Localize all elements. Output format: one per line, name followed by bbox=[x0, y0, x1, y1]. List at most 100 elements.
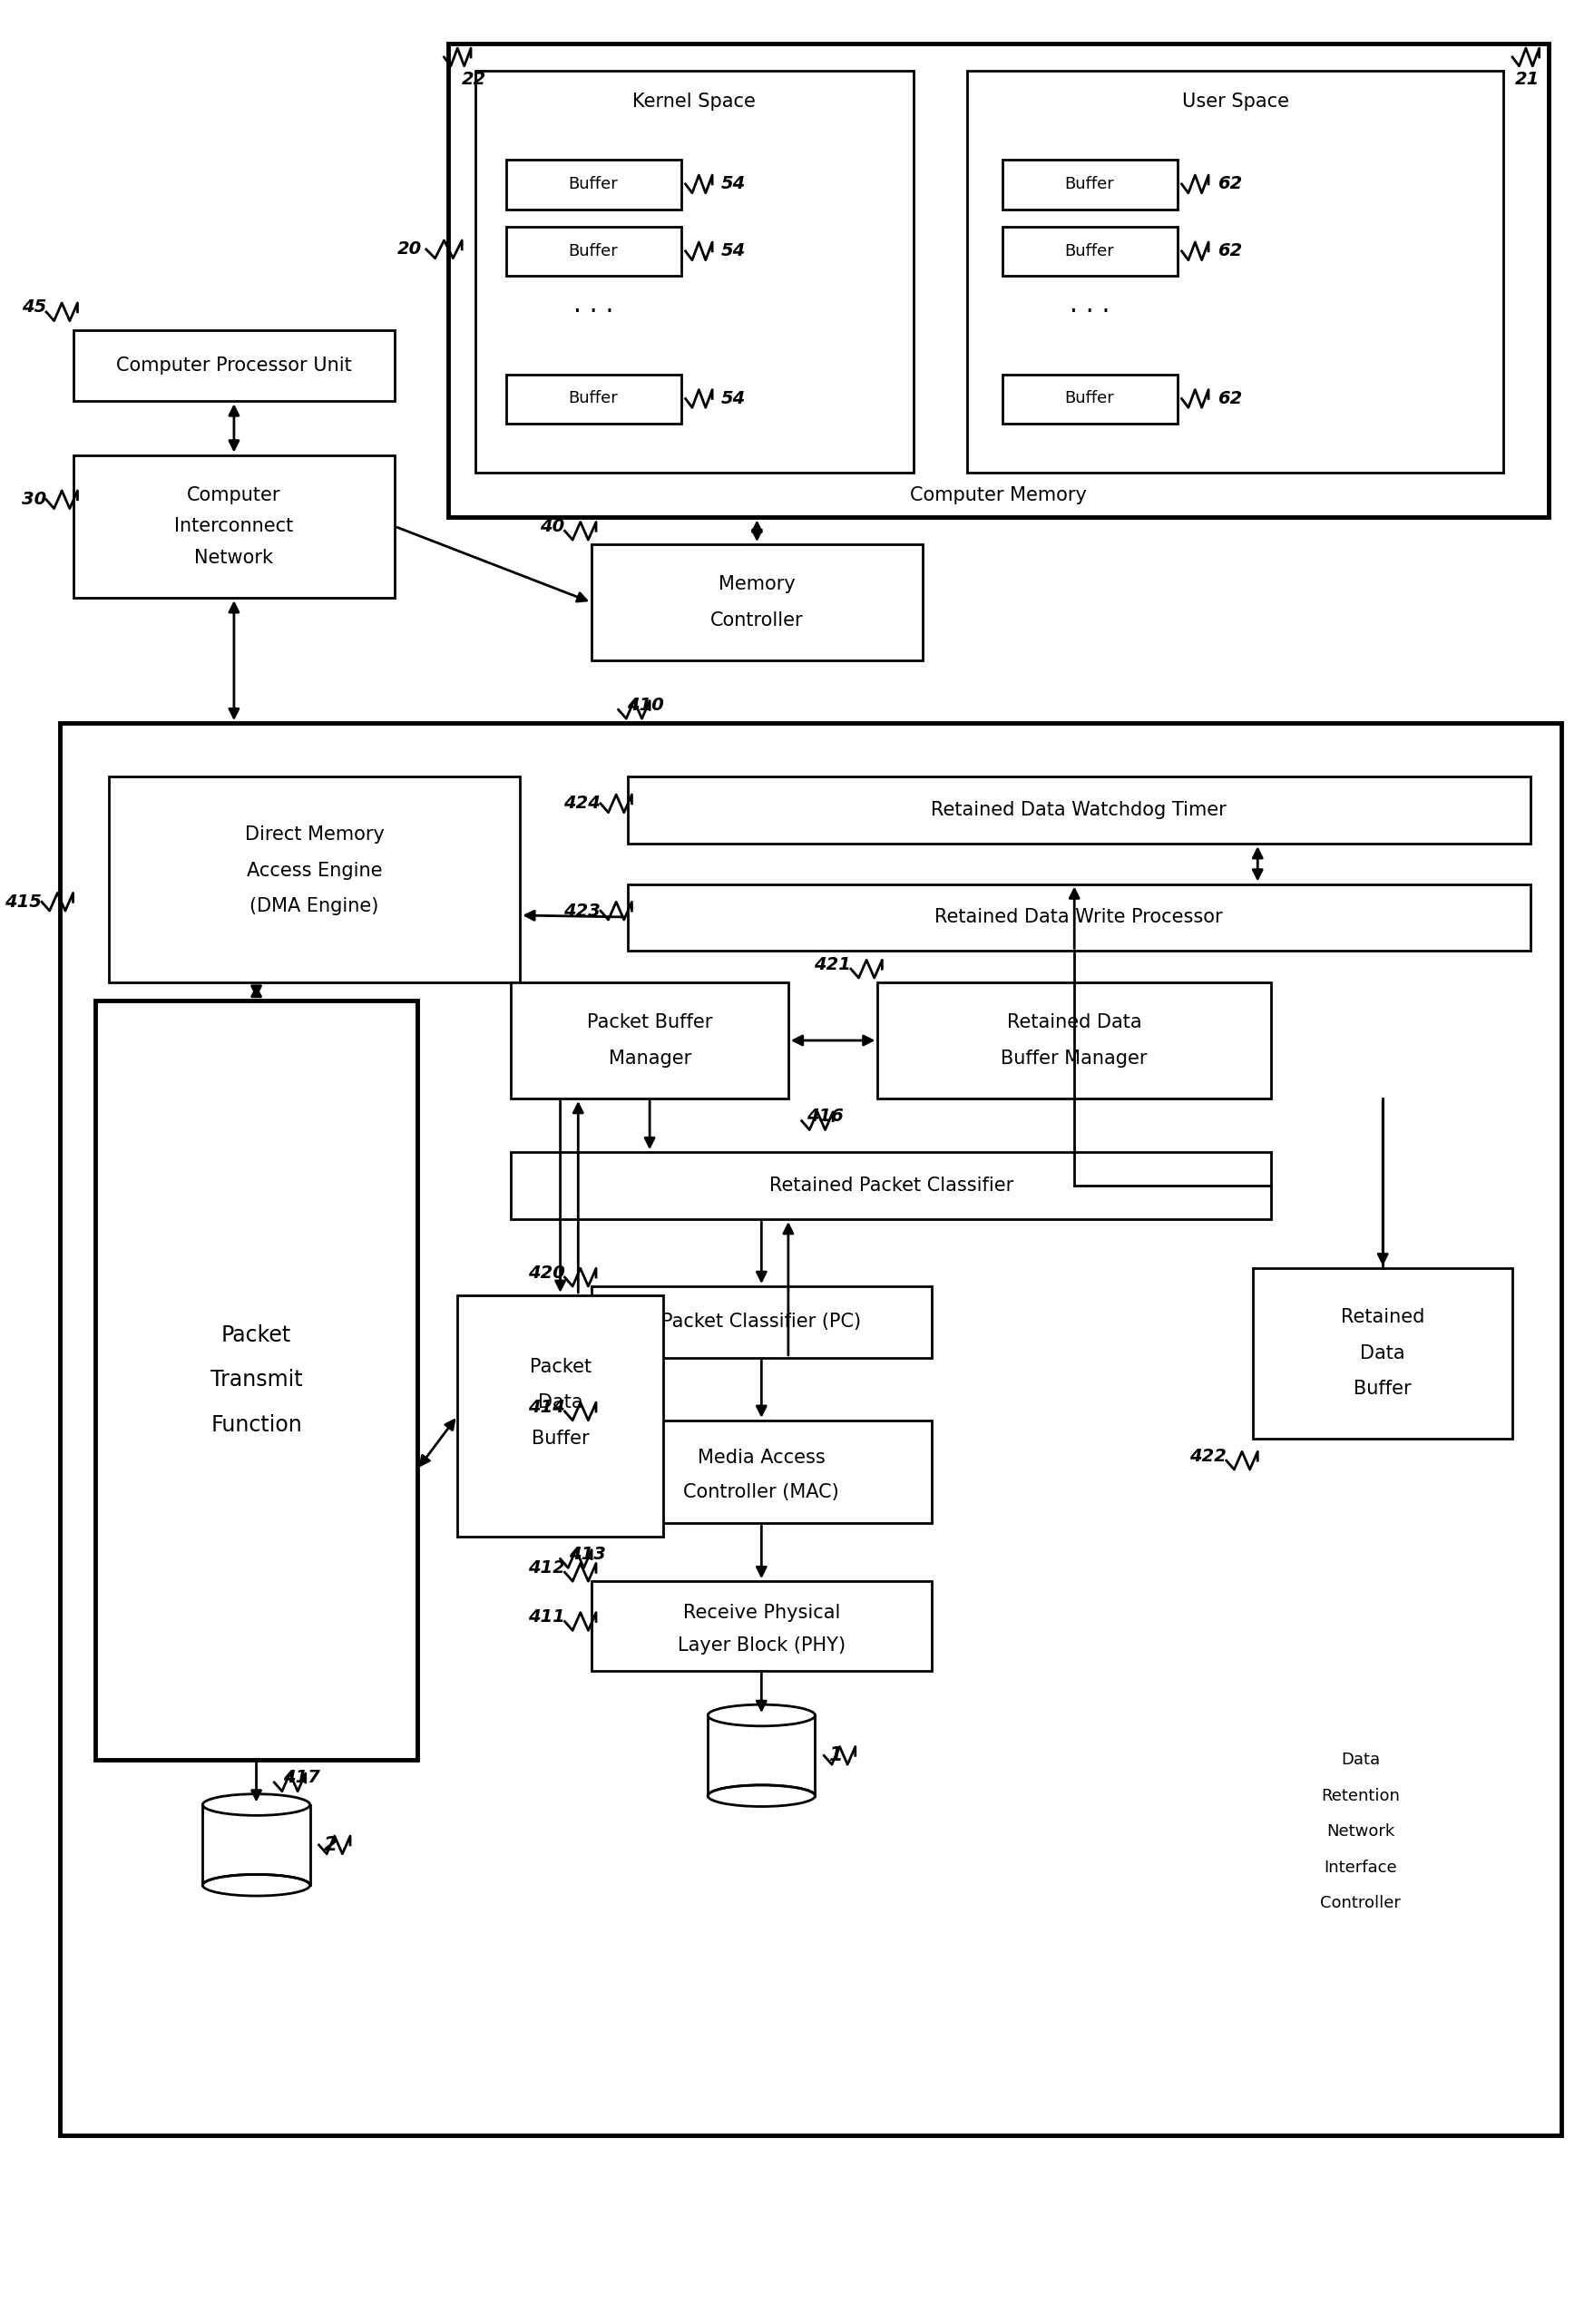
Text: Receive Physical: Receive Physical bbox=[682, 1604, 840, 1622]
Text: 415: 415 bbox=[5, 892, 41, 911]
Text: 54: 54 bbox=[720, 174, 746, 193]
Text: 22: 22 bbox=[462, 70, 486, 88]
Text: Network: Network bbox=[1326, 1824, 1395, 1841]
Text: 417: 417 bbox=[284, 1769, 320, 1787]
Text: Packet: Packet bbox=[222, 1325, 292, 1346]
Text: 1: 1 bbox=[829, 1745, 843, 1764]
Bar bbox=[108, 776, 520, 983]
Ellipse shape bbox=[708, 1785, 815, 1806]
Text: 421: 421 bbox=[815, 955, 851, 974]
Bar bbox=[512, 983, 789, 1099]
Text: Computer Processor Unit: Computer Processor Unit bbox=[116, 356, 352, 374]
Bar bbox=[1003, 374, 1178, 423]
Bar bbox=[591, 1420, 931, 1522]
Text: Retained Data: Retained Data bbox=[1007, 1013, 1141, 1032]
Text: · · ·: · · · bbox=[1070, 300, 1109, 325]
Text: Buffer: Buffer bbox=[569, 244, 618, 260]
Text: 414: 414 bbox=[528, 1399, 564, 1415]
Text: Buffer: Buffer bbox=[569, 177, 618, 193]
Bar bbox=[507, 374, 681, 423]
Text: 424: 424 bbox=[563, 795, 601, 811]
Text: 54: 54 bbox=[720, 242, 746, 260]
Text: (DMA Engine): (DMA Engine) bbox=[250, 897, 379, 916]
Bar bbox=[475, 70, 913, 472]
Text: Interface: Interface bbox=[1325, 1859, 1396, 1875]
Text: Retained Data Write Processor: Retained Data Write Processor bbox=[934, 909, 1223, 927]
Bar bbox=[73, 456, 395, 597]
Text: Buffer: Buffer bbox=[569, 390, 618, 407]
Text: 62: 62 bbox=[1218, 390, 1242, 407]
Text: Computer: Computer bbox=[186, 486, 281, 504]
Bar bbox=[73, 330, 395, 402]
Bar bbox=[878, 983, 1270, 1099]
Text: Network: Network bbox=[194, 548, 274, 567]
Text: Retention: Retention bbox=[1321, 1787, 1400, 1803]
Text: 30: 30 bbox=[21, 490, 46, 509]
Text: Buffer Manager: Buffer Manager bbox=[1001, 1048, 1148, 1067]
Bar bbox=[512, 1153, 1270, 1220]
Bar bbox=[59, 723, 1562, 2136]
Ellipse shape bbox=[708, 1703, 815, 1727]
Text: Retained Packet Classifier: Retained Packet Classifier bbox=[768, 1176, 1014, 1195]
Text: 62: 62 bbox=[1218, 174, 1242, 193]
Bar bbox=[1253, 1269, 1513, 1439]
Text: Controller: Controller bbox=[1320, 1894, 1401, 1910]
Text: 416: 416 bbox=[807, 1109, 843, 1125]
Text: Controller: Controller bbox=[711, 611, 803, 630]
Text: Data: Data bbox=[1341, 1752, 1380, 1769]
Text: Layer Block (PHY): Layer Block (PHY) bbox=[677, 1636, 845, 1655]
Text: Packet Classifier (PC): Packet Classifier (PC) bbox=[662, 1313, 861, 1332]
Text: 54: 54 bbox=[720, 390, 746, 407]
Bar bbox=[202, 1806, 309, 1885]
Text: Transmit: Transmit bbox=[210, 1369, 303, 1392]
Bar bbox=[968, 70, 1503, 472]
Text: 2: 2 bbox=[324, 1836, 338, 1855]
Text: · · ·: · · · bbox=[574, 300, 614, 325]
Text: 410: 410 bbox=[628, 697, 665, 713]
Text: Memory: Memory bbox=[719, 576, 795, 593]
Text: Retained Data Watchdog Timer: Retained Data Watchdog Timer bbox=[931, 802, 1227, 818]
Text: Kernel Space: Kernel Space bbox=[633, 93, 756, 112]
Text: 21: 21 bbox=[1514, 70, 1540, 88]
Bar bbox=[628, 776, 1530, 844]
Bar bbox=[507, 160, 681, 209]
Ellipse shape bbox=[202, 1875, 309, 1896]
Text: Data: Data bbox=[537, 1394, 583, 1411]
Text: 20: 20 bbox=[397, 242, 422, 258]
Text: Packet: Packet bbox=[529, 1357, 591, 1376]
Text: Access Engine: Access Engine bbox=[247, 862, 383, 881]
Bar bbox=[96, 999, 418, 1759]
Text: Manager: Manager bbox=[609, 1048, 692, 1067]
Bar bbox=[457, 1294, 663, 1536]
Text: 420: 420 bbox=[528, 1264, 564, 1281]
Bar bbox=[448, 44, 1548, 518]
Bar bbox=[591, 1580, 931, 1671]
Text: Media Access: Media Access bbox=[698, 1448, 826, 1466]
Bar bbox=[628, 883, 1530, 951]
Text: Buffer: Buffer bbox=[1065, 244, 1114, 260]
Text: Function: Function bbox=[210, 1413, 301, 1436]
Text: Buffer: Buffer bbox=[1353, 1380, 1412, 1399]
Text: Data: Data bbox=[1360, 1343, 1406, 1362]
Text: Buffer: Buffer bbox=[531, 1429, 590, 1448]
Text: 45: 45 bbox=[21, 300, 46, 316]
Text: 423: 423 bbox=[563, 902, 601, 920]
Text: 40: 40 bbox=[540, 518, 564, 535]
Bar bbox=[591, 1285, 931, 1357]
Text: 413: 413 bbox=[569, 1545, 606, 1564]
Text: 411: 411 bbox=[528, 1608, 564, 1624]
Bar bbox=[507, 228, 681, 277]
Text: Packet Buffer: Packet Buffer bbox=[587, 1013, 713, 1032]
Ellipse shape bbox=[202, 1794, 309, 1815]
Text: 412: 412 bbox=[528, 1559, 564, 1576]
Bar bbox=[591, 544, 923, 660]
Text: 62: 62 bbox=[1218, 242, 1242, 260]
Bar bbox=[1003, 228, 1178, 277]
Text: Retained: Retained bbox=[1341, 1308, 1425, 1327]
Text: Direct Memory: Direct Memory bbox=[244, 825, 384, 844]
Text: Computer Memory: Computer Memory bbox=[910, 486, 1087, 504]
Text: Interconnect: Interconnect bbox=[174, 518, 293, 535]
Text: 422: 422 bbox=[1189, 1448, 1226, 1464]
Bar bbox=[1003, 160, 1178, 209]
Text: Buffer: Buffer bbox=[1065, 390, 1114, 407]
